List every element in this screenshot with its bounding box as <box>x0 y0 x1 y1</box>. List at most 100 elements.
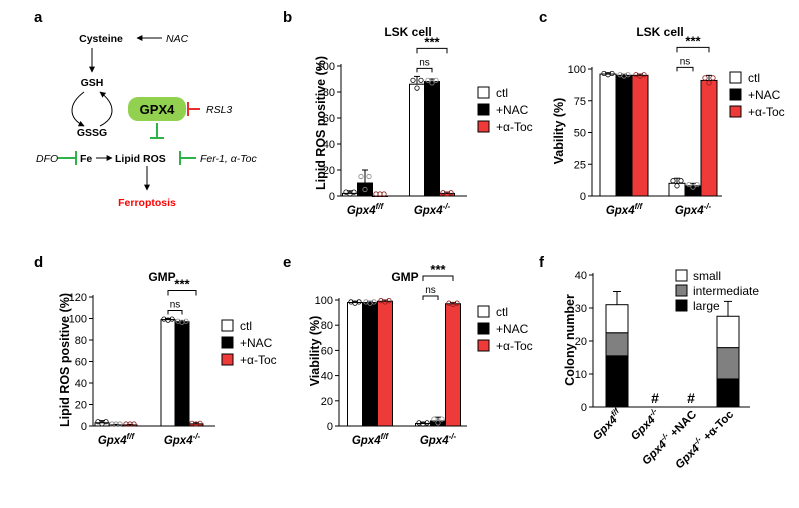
panel-c-bracket-star <box>676 46 710 53</box>
panel-e-bracket-star <box>422 275 454 281</box>
panel-b-xlabel-0: Gpx4f/f <box>347 202 385 217</box>
panel-f-xlabel-0: Gpx4f/f <box>589 406 626 443</box>
panel-f-label: f <box>539 254 545 271</box>
panel-c-xlabel-sup-0: f/f <box>635 202 644 211</box>
panel-c-point-1-0-2 <box>625 72 631 78</box>
panel-c-ytick-label-75: 75 <box>574 96 586 108</box>
node-dfo: DFO <box>36 153 58 165</box>
panel-c-point-0-1-0 <box>670 178 676 184</box>
panel-e-legend-swatch-atoc <box>477 339 490 352</box>
panel-c-point-0-1-1 <box>674 183 680 189</box>
panel-b-xlabel-sup-0: f/f <box>376 202 385 211</box>
panel-c-chart: c LSK cell Vability (%) 0 25 50 75 100 Gpx4f/… <box>539 9 785 217</box>
panel-b-point-1-0-0 <box>358 173 364 180</box>
panel-e-legend-atoc: +α-Toc <box>496 339 533 353</box>
panel-e-legend-swatch-ctl <box>477 305 490 318</box>
panel-e-ytick-label-0: 0 <box>327 421 333 433</box>
panel-e-ytick-label-20: 20 <box>321 396 333 408</box>
panel-e-point-1-1-1 <box>435 420 441 426</box>
panel-b-ytick-label-60: 60 <box>323 113 335 125</box>
panel-b-point-2-1-2 <box>448 190 454 196</box>
arrow-gssg-to-gsh <box>99 91 113 127</box>
node-ferroptosis: Ferroptosis <box>118 197 176 209</box>
panel-d-ytick-label-0: 0 <box>81 421 87 433</box>
panel-b-point-1-0-1 <box>362 186 368 193</box>
panel-d-point-0-0-2 <box>103 419 109 425</box>
panel-d-sig-star: *** <box>174 277 190 292</box>
panel-f-bar-large-0 <box>605 355 629 408</box>
panel-b-title: LSK cell <box>384 25 431 39</box>
panel-d-ytick-label-120: 120 <box>69 292 87 304</box>
panel-f-bar-small-3 <box>716 315 740 349</box>
panel-b-legend-swatch-nac <box>477 103 490 116</box>
panel-b-bar-1-1 <box>424 81 440 197</box>
panel-e-bar-1-0 <box>362 302 378 427</box>
panel-e-bar-0-0 <box>347 302 363 427</box>
panel-b-point-1-1-1 <box>429 80 435 86</box>
panel-b-chart: b LSK cell Lipid ROS positive (%) 0 20 40 6… <box>283 9 533 217</box>
panel-e-xlabel-1: Gpx4-/- <box>420 432 457 447</box>
panel-b-label: b <box>283 9 292 26</box>
panel-e-point-2-1-2 <box>454 300 460 306</box>
panel-c-ytick-label-50: 50 <box>574 128 586 140</box>
node-cysteine: Cysteine <box>79 33 123 45</box>
panel-d-ytick-label-60: 60 <box>75 357 87 369</box>
gpx4-box <box>128 97 186 121</box>
panel-b-ytick-label-0: 0 <box>329 191 335 203</box>
panel-f-chart: f Colony number 010203040Gpx4f/f#Gpx4-/-… <box>539 254 759 471</box>
panel-b-legend-swatch-ctl <box>477 86 490 99</box>
panel-f-ylabel: Colony number <box>563 294 577 386</box>
panel-f-xlabel-sup-2: -/- <box>659 431 671 443</box>
panel-d-legend-swatch-nac <box>221 336 234 349</box>
panel-c-legend-ctl: ctl <box>748 71 760 85</box>
panel-f-legend-large: large <box>693 299 720 313</box>
node-fe: Fe <box>80 153 92 165</box>
panel-d-point-0-1-2 <box>169 316 175 322</box>
panel-b-point-0-1-1 <box>414 85 420 91</box>
panel-e-title: GMP <box>391 270 418 284</box>
panel-d-legend-atoc: +α-Toc <box>240 353 277 367</box>
panel-d-bar-0-0 <box>94 422 110 427</box>
panel-b-point-1-0-2 <box>366 173 372 180</box>
panel-d-bracket-star <box>167 290 197 296</box>
panel-d-point-1-0-2 <box>117 421 123 427</box>
panel-b-ytick-label-100: 100 <box>317 61 335 73</box>
node-rsl3: RSL3 <box>206 104 232 116</box>
panel-d-chart: d GMP Lipid ROS positive (%) 0 20 40 60 80 10… <box>34 254 277 447</box>
panel-d-legend-swatch-atoc <box>221 353 234 366</box>
panel-f-legend-swatch-small <box>675 269 688 282</box>
panel-e-point-1-0-2 <box>371 299 377 305</box>
panel-c-bar-2-1 <box>700 79 718 197</box>
panel-c-legend-swatch-nac <box>729 88 742 101</box>
panel-c-xlabel-1: Gpx4-/- <box>675 202 712 217</box>
panel-b-xlabel-sup-1: -/- <box>443 202 451 211</box>
panel-f-ytick-label-20: 20 <box>575 336 587 348</box>
panel-c-ylabel: Vability (%) <box>552 98 566 165</box>
panel-c-bracket-ns <box>676 66 694 72</box>
panel-b-legend-nac: +NAC <box>496 103 529 117</box>
panel-b-legend-swatch-atoc <box>477 120 490 133</box>
panel-b-ytick-label-40: 40 <box>323 139 335 151</box>
panel-c-plot: 0 25 50 75 100 Gpx4f/f Gpx4-/- *** ns <box>568 33 722 217</box>
panel-f-ytick-label-0: 0 <box>581 402 587 414</box>
panel-b-bar-1-0 <box>357 182 373 197</box>
panel-d-point-0-0-1 <box>99 421 105 427</box>
panel-c-ytick-label-0: 0 <box>580 191 586 203</box>
panel-f-legend-swatch-large <box>675 299 688 312</box>
panel-f-bar-intermediate-3 <box>716 347 740 380</box>
node-fer1-atoc: Fer-1, α-Toc <box>200 153 258 165</box>
panel-c-bar-0-1 <box>668 182 686 197</box>
panel-f-xlabel-sup-3: -/- <box>692 435 704 447</box>
panel-c-bar-1-0 <box>615 74 633 197</box>
panel-f-ytick-label-40: 40 <box>575 270 587 282</box>
panel-d-ytick-label-80: 80 <box>75 335 87 347</box>
panel-b-point-2-0-2 <box>381 191 387 197</box>
panel-f-ytick-label-30: 30 <box>575 303 587 315</box>
panel-f-legend-swatch-intermediate <box>675 284 688 297</box>
panel-f-bar-intermediate-0 <box>605 332 629 357</box>
panel-c-xlabel-sup-1: -/- <box>704 202 712 211</box>
panel-c-legend-atoc: +α-Toc <box>748 105 785 119</box>
panel-d-ylabel: Lipid ROS positive (%) <box>58 293 72 427</box>
